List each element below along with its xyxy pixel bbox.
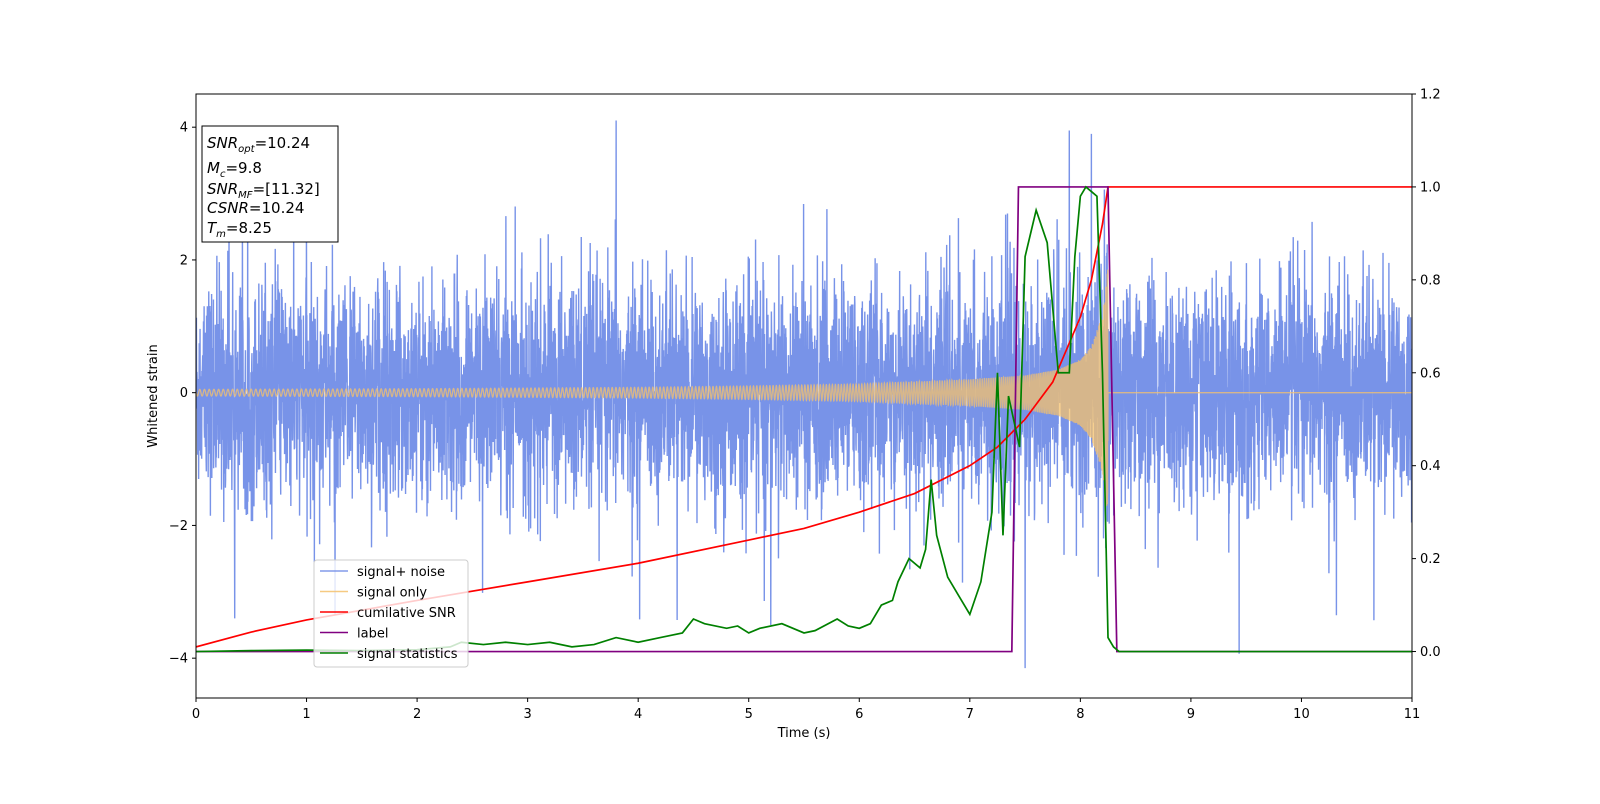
x-tick-label: 10 (1293, 707, 1310, 722)
x-tick-label: 8 (1076, 707, 1084, 722)
x-axis-label: Time (s) (777, 726, 831, 741)
info-box-frame (201, 125, 339, 243)
x-tick-label: 2 (413, 707, 421, 722)
info-box: SNRopt=10.24 Mc=9.8 SNRMF=[11.32] CSNR=1… (201, 125, 339, 243)
series-signal-noise (196, 120, 1412, 669)
x-tick-label: 6 (855, 707, 863, 722)
y2-tick-label: 0.2 (1420, 552, 1441, 567)
y2-tick-label: 1.0 (1420, 180, 1441, 195)
y-axis-label: Whitened strain (146, 344, 161, 447)
x-tick-label: 5 (745, 707, 753, 722)
y-tick-label: −4 (169, 652, 188, 667)
plot-frame (195, 93, 1413, 699)
legend-label-cumulative-snr: cumilative SNR (357, 606, 456, 621)
legend-label-signal-only: signal only (357, 586, 427, 601)
legend-label-signal-statistics: signal statistics (357, 647, 458, 662)
y2-tick-label: 0.0 (1420, 645, 1441, 660)
info-csnr: CSNR=10.24 (207, 199, 304, 217)
series-signal-only (196, 269, 1412, 506)
info-mc: Mc=9.8 (207, 159, 262, 180)
y2-tick-label: 0.8 (1420, 273, 1441, 288)
info-snr-mf: SNRMF=[11.32] (207, 180, 320, 201)
y-tick-label: 0 (180, 386, 188, 401)
x-tick-label: 9 (1187, 707, 1195, 722)
y2-tick-label: 1.2 (1420, 88, 1441, 103)
y2-tick-label: 0.6 (1420, 366, 1441, 381)
legend-label-label: label (357, 627, 388, 642)
legend: signal+ noise signal only cumilative SNR… (313, 559, 469, 668)
y-tick-label: 2 (180, 253, 188, 268)
x-tick-label: 1 (302, 707, 310, 722)
x-tick-label: 4 (634, 707, 642, 722)
y-tick-label: 4 (180, 121, 188, 136)
x-tick-label: 11 (1404, 707, 1421, 722)
x-tick-label: 0 (192, 707, 200, 722)
y-tick-label: −2 (169, 519, 188, 534)
y2-tick-label: 0.4 (1420, 459, 1441, 474)
axes-layer: 0 1 2 3 4 5 6 7 8 9 10 11 −4 −2 0 2 4 0.0 0.2 0.4 0.6 0.8 1.0 1… (169, 88, 1441, 723)
x-tick-label: 3 (523, 707, 531, 722)
legend-frame (313, 559, 469, 668)
info-snr-opt: SNRopt=10.24 (207, 134, 310, 155)
series-signal-statistics (196, 185, 1412, 653)
legend-label-signal-noise: signal+ noise (357, 565, 445, 580)
info-tm: Tm=8.25 (207, 219, 272, 240)
x-tick-label: 7 (966, 707, 974, 722)
